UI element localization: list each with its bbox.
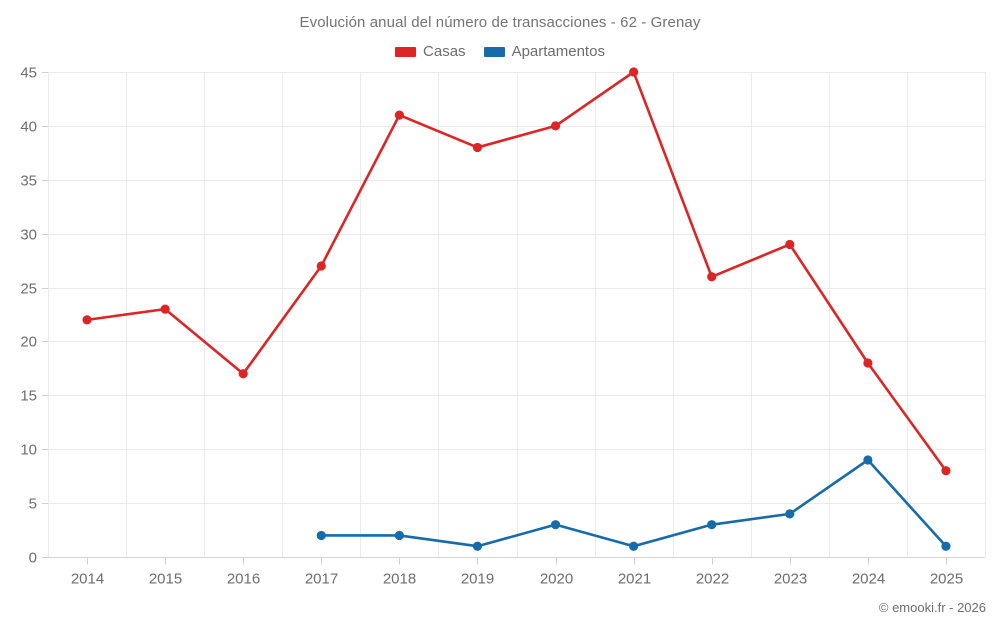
data-point-apartamentos[interactable] [863,455,873,465]
legend-label-apartamentos: Apartamentos [511,43,605,60]
y-tick-label: 25 [20,281,37,298]
x-tick-label: 2025 [930,571,963,588]
footer-credit: © emooki.fr - 2026 [878,600,986,615]
data-point-casas[interactable] [316,261,326,271]
chart-legend: Casas Apartamentos [0,43,1000,60]
data-point-apartamentos[interactable] [785,509,795,519]
x-tick-label: 2020 [540,571,573,588]
x-tick-label: 2014 [71,571,104,588]
data-point-casas[interactable] [238,369,248,379]
y-tick-label: 30 [20,227,37,244]
y-tick-label: 5 [29,496,37,513]
y-tick-label: 45 [20,65,37,82]
data-point-casas[interactable] [707,272,717,282]
data-point-apartamentos[interactable] [550,520,561,530]
x-tick-label: 2021 [618,571,651,588]
legend-swatch-casas [395,46,417,57]
y-tick-label: 20 [20,334,37,351]
data-point-casas[interactable] [863,358,873,368]
data-point-casas[interactable] [550,121,561,131]
legend-swatch-apartamentos [483,46,505,57]
legend-item-apartamentos[interactable]: Apartamentos [483,43,605,60]
x-tick-label: 2018 [383,571,416,588]
data-point-apartamentos[interactable] [472,541,483,551]
data-point-apartamentos[interactable] [629,541,639,551]
x-tick-label: 2016 [227,571,260,588]
x-tick-label: 2015 [149,571,182,588]
data-point-casas[interactable] [785,239,795,250]
legend-label-casas: Casas [423,43,466,60]
data-point-apartamentos[interactable] [707,520,717,530]
data-point-casas[interactable] [82,315,92,325]
y-tick-label: 15 [20,388,37,405]
x-tick-label: 2019 [461,571,494,588]
data-point-casas[interactable] [160,304,170,314]
data-point-apartamentos[interactable] [394,530,404,541]
x-tick-label: 2022 [696,571,729,588]
y-tick-label: 0 [29,550,37,567]
data-point-casas[interactable] [941,466,951,476]
data-point-apartamentos[interactable] [941,541,951,551]
legend-item-casas[interactable]: Casas [395,43,466,60]
data-point-casas[interactable] [394,110,404,120]
series-line-casas [85,70,948,473]
data-point-casas[interactable] [472,142,483,153]
x-tick-label: 2017 [305,571,338,588]
chart-title: Evolución anual del número de transaccio… [299,14,701,31]
y-tick-label: 10 [20,442,37,459]
y-tick-label: 40 [20,119,37,136]
x-tick-label: 2023 [774,571,807,588]
data-point-apartamentos[interactable] [316,530,326,541]
data-point-casas[interactable] [629,67,639,77]
y-tick-label: 35 [20,173,37,190]
x-tick-label: 2024 [852,571,885,588]
